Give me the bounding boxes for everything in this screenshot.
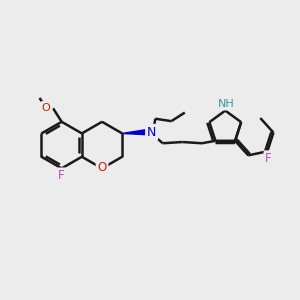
Polygon shape [122, 130, 146, 135]
Text: O: O [98, 161, 107, 174]
Text: F: F [265, 152, 272, 165]
Text: O: O [42, 103, 51, 113]
Text: NH: NH [218, 99, 235, 109]
Text: F: F [58, 169, 65, 182]
Text: N: N [147, 126, 156, 139]
